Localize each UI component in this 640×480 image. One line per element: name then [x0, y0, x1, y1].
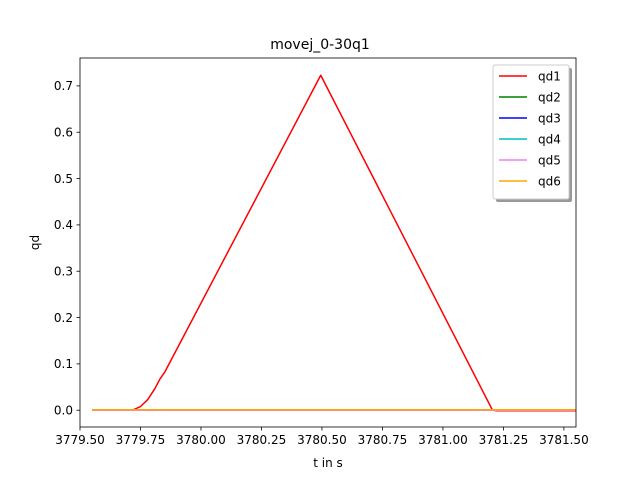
y-tick-label: 0.5 — [54, 172, 73, 186]
legend: qd1 qd2 qd3 qd4 qd5 qd6 — [492, 64, 572, 202]
legend-label: qd1 — [538, 69, 561, 83]
y-tick-label: 0.1 — [54, 357, 73, 371]
x-tick-label: 3781.50 — [539, 433, 589, 447]
x-tick-label: 3780.50 — [297, 433, 347, 447]
chart-title: movej_0-30q1 — [270, 37, 370, 53]
x-tick-label: 3779.50 — [55, 433, 105, 447]
legend-label: qd2 — [538, 90, 561, 104]
y-tick-label: 0.0 — [54, 404, 73, 418]
legend-label: qd4 — [538, 132, 561, 146]
x-axis-label: t in s — [313, 456, 343, 470]
legend-label: qd6 — [538, 174, 561, 188]
x-tick-label: 3781.25 — [479, 433, 529, 447]
x-tick-label: 3780.25 — [237, 433, 287, 447]
x-tick-label: 3781.00 — [418, 433, 468, 447]
x-tick-label: 3779.75 — [116, 433, 166, 447]
legend-label: qd5 — [538, 153, 561, 167]
y-axis-label: qd — [28, 235, 42, 250]
legend-box — [492, 64, 570, 200]
x-tick-label: 3780.75 — [358, 433, 408, 447]
y-tick-label: 0.4 — [54, 218, 73, 232]
legend-label: qd3 — [538, 111, 561, 125]
y-axis-ticks: 0.0 0.1 0.2 0.3 0.4 0.5 0.6 0.7 — [54, 79, 80, 418]
plot-frame — [79, 57, 577, 428]
y-tick-label: 0.6 — [54, 126, 73, 140]
y-tick-label: 0.2 — [54, 311, 73, 325]
plot-content — [92, 74, 576, 412]
x-axis-ticks: 3779.50 3779.75 3780.00 3780.25 3780.50 3780.… — [55, 427, 589, 447]
y-tick-label: 0.3 — [54, 265, 73, 279]
x-tick-label: 3780.00 — [176, 433, 226, 447]
y-tick-label: 0.7 — [54, 79, 73, 93]
